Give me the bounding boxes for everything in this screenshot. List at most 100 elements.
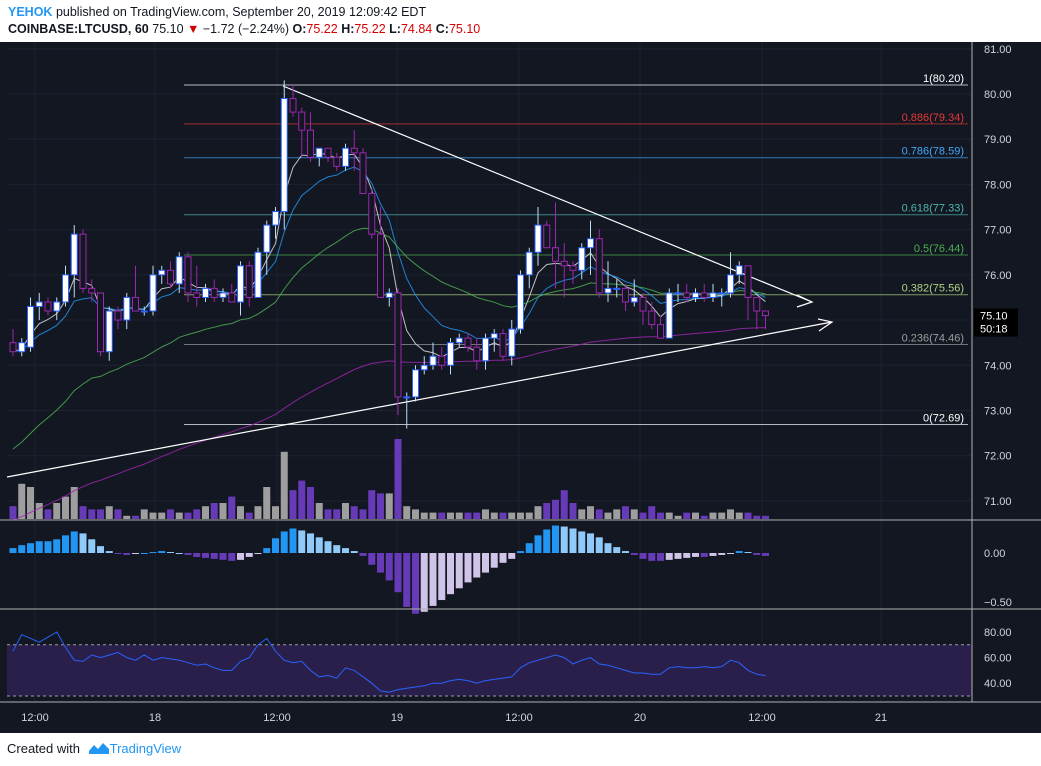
time-axis-label: 12:00 xyxy=(263,712,291,724)
candle-body xyxy=(280,98,288,213)
volume-bar xyxy=(700,515,708,519)
down-arrow-icon: ▼ xyxy=(187,22,200,36)
open-value: 75.22 xyxy=(306,22,338,36)
ascending-trendline[interactable] xyxy=(6,321,833,478)
volume-bar xyxy=(455,512,463,519)
volume-bar xyxy=(193,509,201,519)
candle-body xyxy=(263,224,271,253)
macd-bar xyxy=(412,553,419,614)
candle-body xyxy=(158,269,166,276)
volume-bar xyxy=(9,506,17,519)
candle-body xyxy=(683,292,691,298)
volume-bar xyxy=(114,509,122,519)
volume-bar xyxy=(490,512,498,519)
volume-bar xyxy=(210,503,218,519)
candle-body xyxy=(237,265,244,303)
candle-body xyxy=(114,310,122,321)
rsi-pane xyxy=(7,631,972,697)
descending-trendline[interactable] xyxy=(282,85,813,303)
candle-body xyxy=(342,147,349,167)
macd-bar xyxy=(464,553,472,583)
macd-bar xyxy=(193,553,201,557)
macd-bar xyxy=(342,548,349,553)
volume-bar xyxy=(324,509,332,519)
macd-bar xyxy=(744,552,752,554)
macd-bar xyxy=(245,553,253,557)
candle-body xyxy=(79,233,87,289)
macd-bar xyxy=(53,539,61,553)
candle-body xyxy=(403,396,411,399)
macd-bar xyxy=(97,546,104,553)
macd-bar xyxy=(525,543,533,553)
trendline-arrowhead xyxy=(796,294,814,308)
fib-retracement[interactable]: 1(80.20) 0.886(79.34) 0.786(78.59) 0.618(77… xyxy=(184,73,968,426)
macd-bar xyxy=(447,553,454,595)
rsi-axis-label: 60.00 xyxy=(984,653,1012,665)
volume-bar xyxy=(18,483,26,519)
volume-bar xyxy=(237,506,244,519)
candle-body xyxy=(718,292,726,295)
volume-bar xyxy=(613,509,621,519)
price-chart[interactable]: 1(80.20) 0.886(79.34) 0.786(78.59) 0.618(77… xyxy=(0,42,1041,733)
macd-bar xyxy=(167,552,174,554)
volume-bar xyxy=(272,506,279,519)
macd-bar xyxy=(79,533,87,553)
macd-bar xyxy=(263,548,271,553)
fib-level-label: 0.786(78.59) xyxy=(902,146,964,158)
macd-bar xyxy=(648,553,656,561)
trendlines[interactable] xyxy=(6,85,834,478)
macd-bar xyxy=(499,553,507,563)
macd-bar xyxy=(62,535,69,553)
macd-bar xyxy=(315,537,323,553)
low-value: 74.84 xyxy=(400,22,433,36)
candle-body xyxy=(438,355,446,366)
current-price-label xyxy=(974,308,1018,337)
macd-bar xyxy=(578,531,586,553)
macd-bar xyxy=(543,529,551,553)
volume-bar xyxy=(333,509,341,519)
macd-bar xyxy=(385,553,393,581)
last-price: 75.10 xyxy=(152,22,184,36)
volume-bar xyxy=(219,503,227,519)
macd-bar xyxy=(569,528,577,553)
volume-bar xyxy=(105,506,113,519)
macd-bar xyxy=(403,553,411,607)
open-label: O: xyxy=(292,22,307,36)
volume-bar xyxy=(709,512,717,519)
rsi-axis-label: 40.00 xyxy=(984,678,1012,690)
candle-body xyxy=(622,287,629,303)
volume-bar xyxy=(753,515,761,519)
candle-body xyxy=(727,274,734,294)
volume-bar xyxy=(53,503,61,519)
macd-bar xyxy=(727,553,734,554)
author-name[interactable]: YEHOK xyxy=(8,5,53,19)
candle-body xyxy=(254,251,262,298)
macd-bar xyxy=(350,551,358,553)
price-axis-label: 77.00 xyxy=(984,225,1012,237)
volume-bar xyxy=(447,512,454,519)
candle-body xyxy=(359,152,367,194)
price-axis-label: 72.00 xyxy=(984,451,1012,463)
high-value: 75.22 xyxy=(354,22,386,36)
candle-body xyxy=(35,301,43,307)
candle-body xyxy=(595,238,603,294)
price-axis-label: 71.00 xyxy=(984,496,1012,508)
ema-long-line xyxy=(12,327,766,521)
tradingview-brand[interactable]: TradingView xyxy=(109,741,182,756)
candle-body xyxy=(228,292,236,303)
candle-body xyxy=(762,310,769,317)
candle-body xyxy=(604,287,612,294)
macd-bar xyxy=(613,547,621,553)
tradingview-logo-icon[interactable] xyxy=(88,741,110,758)
macd-bar xyxy=(202,553,209,558)
candle-body xyxy=(534,224,542,253)
macd-bar xyxy=(377,553,384,573)
price-axis-label: 73.00 xyxy=(984,405,1012,417)
footer: Created with TradingView xyxy=(0,733,1041,766)
candle-body xyxy=(175,256,183,285)
volume-bars xyxy=(9,439,769,519)
macd-bar xyxy=(517,551,524,553)
macd-bar xyxy=(307,533,314,553)
candle-body xyxy=(560,260,568,267)
symbol-name[interactable]: COINBASE:LTCUSD, 60 xyxy=(8,22,149,36)
